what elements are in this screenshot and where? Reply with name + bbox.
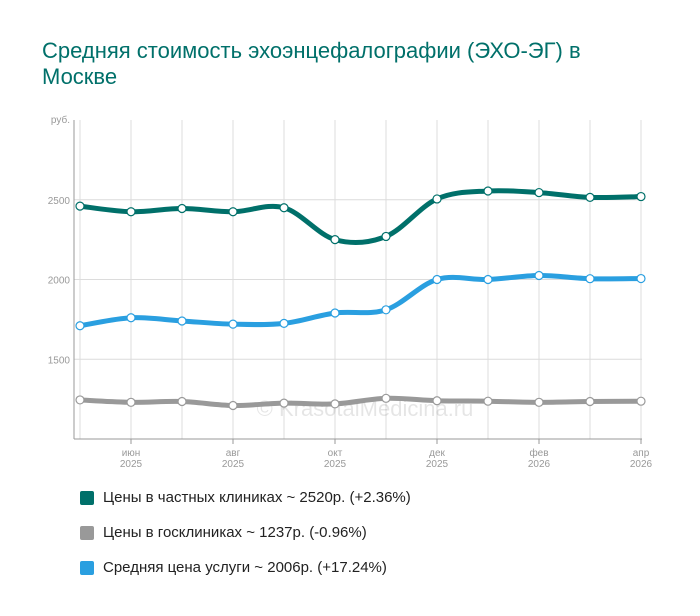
x-tick-month: авг <box>226 448 241 459</box>
data-point <box>636 273 646 284</box>
y-tick-label: 2000 <box>48 276 71 287</box>
x-tick-month: фев <box>529 447 548 459</box>
y-tick-label: 1500 <box>48 355 71 366</box>
data-point <box>228 400 238 411</box>
data-point <box>330 235 340 245</box>
series-line <box>77 273 644 329</box>
data-point <box>126 397 136 407</box>
data-point <box>534 397 544 407</box>
data-point <box>75 201 85 211</box>
legend-item-public[interactable]: Цены в госклиниках ~ 1237р. (-0.96%) <box>80 524 367 541</box>
data-point <box>279 203 289 213</box>
data-point <box>279 398 289 408</box>
chart-title: Средняя стоимость эхоэнцефалографии (ЭХО… <box>42 38 581 89</box>
data-point <box>330 308 340 318</box>
data-point <box>432 194 442 204</box>
data-point <box>483 396 493 406</box>
data-point <box>126 313 136 323</box>
data-point <box>75 321 85 331</box>
x-tick-year: 2026 <box>528 459 551 470</box>
data-point <box>330 399 340 409</box>
data-point <box>75 395 85 405</box>
data-point <box>381 393 391 403</box>
data-point <box>534 187 544 198</box>
series-line <box>77 188 644 246</box>
data-point <box>381 231 391 242</box>
data-point <box>177 316 187 326</box>
legend-label: Цены в госклиниках ~ 1237р. (-0.96%) <box>103 524 367 541</box>
data-point <box>483 186 493 196</box>
data-point <box>228 207 238 217</box>
legend-item-private[interactable]: Цены в частных клиниках ~ 2520р. (+2.36%… <box>80 489 411 506</box>
y-tick-label: 2500 <box>48 196 71 207</box>
legend-label: Средняя цена услуги ~ 2006р. (+17.24%) <box>103 559 387 576</box>
legend-swatch <box>80 525 94 540</box>
x-tick-month: дек <box>429 448 445 459</box>
x-tick-month: окт <box>328 448 343 459</box>
x-tick-year: 2025 <box>324 459 347 470</box>
x-tick-year: 2025 <box>222 459 245 470</box>
data-point <box>636 191 646 202</box>
data-point <box>585 274 595 284</box>
data-point <box>126 207 136 217</box>
x-tick-year: 2026 <box>630 459 653 470</box>
data-point <box>483 274 493 285</box>
data-point <box>585 192 595 202</box>
data-point <box>585 396 595 407</box>
data-point <box>381 305 391 315</box>
data-point <box>177 203 187 214</box>
x-tick-month: июн <box>122 448 141 459</box>
x-tick-year: 2025 <box>426 459 449 470</box>
legend-item-average[interactable]: Средняя цена услуги ~ 2006р. (+17.24%) <box>80 559 387 576</box>
data-point <box>177 396 187 407</box>
data-point <box>636 396 646 406</box>
data-point <box>534 270 544 281</box>
data-point <box>432 396 442 406</box>
y-axis-unit: руб. <box>51 114 70 126</box>
legend-swatch <box>80 490 94 505</box>
data-point <box>279 318 289 328</box>
x-tick-month: апр <box>633 448 650 459</box>
data-point <box>228 319 238 329</box>
data-point <box>432 274 442 285</box>
legend-label: Цены в частных клиниках ~ 2520р. (+2.36%… <box>103 489 411 506</box>
x-tick-year: 2025 <box>120 459 143 470</box>
legend-swatch <box>80 560 94 575</box>
